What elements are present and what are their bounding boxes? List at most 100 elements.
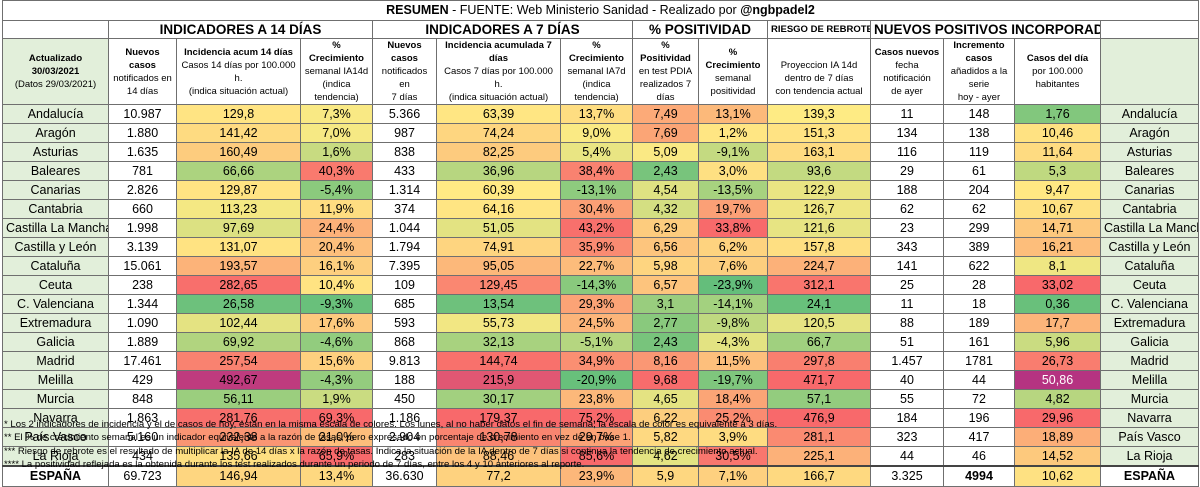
cell-col-12: 9,47 bbox=[1014, 180, 1101, 200]
cell-col-9: 163,1 bbox=[767, 142, 871, 162]
cell-col-8: -13,5% bbox=[698, 180, 768, 200]
column-header-6-line-1: % Crecimiento bbox=[569, 40, 624, 64]
cell-col-11: 61 bbox=[943, 161, 1015, 181]
cell-col-6: -13,1% bbox=[560, 180, 633, 200]
table-row: Extremadura 1.090 102,44 17,6% 593 55,73 24,5%… bbox=[2, 313, 1200, 333]
column-header-11-line-2: añadidos a la serie bbox=[950, 66, 1008, 90]
cell-col-7: 7,49 bbox=[632, 104, 699, 124]
cell-col-2: 26,58 bbox=[176, 294, 301, 314]
region-name: Cantabria bbox=[2, 199, 109, 219]
region-name: Extremadura bbox=[2, 313, 109, 333]
region-name-right: Baleares bbox=[1099, 161, 1200, 181]
cell-col-7: 9,68 bbox=[632, 370, 699, 390]
cell-col-2: 282,65 bbox=[176, 275, 301, 295]
cell-col-4: 7.395 bbox=[372, 256, 437, 276]
group-14-days: INDICADORES A 14 DÍAS bbox=[108, 20, 373, 39]
cell-col-2: 131,07 bbox=[176, 237, 301, 257]
table-row: Baleares 781 66,66 40,3% 433 36,96 38,4% 2,43 3,… bbox=[2, 161, 1200, 181]
cell-col-12: 10,46 bbox=[1014, 123, 1101, 143]
table-row: Cantabria 660 113,23 11,9% 374 64,16 30,4% 4,32… bbox=[2, 199, 1200, 219]
region-name-right: ESPAÑA bbox=[1099, 465, 1200, 487]
cell-col-1: 1.090 bbox=[108, 313, 177, 333]
table-row: Castilla La Mancha 1.998 97,69 24,4% 1.044 51… bbox=[2, 218, 1200, 238]
cell-col-10: 40 bbox=[870, 370, 944, 390]
cell-col-8: 30,5% bbox=[698, 446, 768, 467]
cell-col-8: 11,5% bbox=[698, 351, 768, 371]
cell-col-5: 51,05 bbox=[436, 218, 561, 238]
cell-col-12: 17,7 bbox=[1014, 313, 1101, 333]
cell-col-11: 18 bbox=[943, 294, 1015, 314]
region-name-right: País Vasco bbox=[1099, 427, 1200, 447]
cell-col-5: 36,96 bbox=[436, 161, 561, 181]
cell-col-8: 1,2% bbox=[698, 123, 768, 143]
cell-col-6: 38,4% bbox=[560, 161, 633, 181]
cell-col-4: 1.044 bbox=[372, 218, 437, 238]
region-name: País Vasco bbox=[2, 427, 109, 447]
cell-col-6: 22,7% bbox=[560, 256, 633, 276]
cell-col-1: 1.880 bbox=[108, 123, 177, 143]
cell-col-10: 44 bbox=[870, 446, 944, 467]
cell-col-8: 19,7% bbox=[698, 199, 768, 219]
column-header-4-line-3: 7 días bbox=[391, 92, 418, 103]
cell-col-10: 343 bbox=[870, 237, 944, 257]
table-row: País Vasco 5.160 232,38 21,0% 2.904 130,78 29,… bbox=[2, 427, 1200, 447]
column-header-11-line-1: Incremento casos bbox=[953, 40, 1005, 64]
cell-col-3: 15,6% bbox=[300, 351, 373, 371]
cell-col-7: 6,56 bbox=[632, 237, 699, 257]
cell-col-9: 93,6 bbox=[767, 161, 871, 181]
cell-col-8: -9,1% bbox=[698, 142, 768, 162]
region-name: Baleares bbox=[2, 161, 109, 181]
cell-col-1: 1.863 bbox=[108, 408, 177, 428]
cell-col-4: 868 bbox=[372, 332, 437, 352]
cell-col-4: 433 bbox=[372, 161, 437, 181]
column-header-2-line-1: Incidencia acum 14 días bbox=[184, 46, 293, 58]
column-header-9-line-4: con tendencia actual bbox=[775, 85, 863, 97]
cell-col-2: 97,69 bbox=[176, 218, 301, 238]
cell-col-9: 66,7 bbox=[767, 332, 871, 352]
cell-col-11: 189 bbox=[943, 313, 1015, 333]
cell-col-1: 1.889 bbox=[108, 332, 177, 352]
region-name: Cataluña bbox=[2, 256, 109, 276]
cell-col-9: 24,1 bbox=[767, 294, 871, 314]
cell-col-7: 8,16 bbox=[632, 351, 699, 371]
region-name: Ceuta bbox=[2, 275, 109, 295]
cell-col-9: 471,7 bbox=[767, 370, 871, 390]
column-header-10-line-3: de ayer bbox=[891, 85, 923, 97]
cell-col-4: 1.794 bbox=[372, 237, 437, 257]
cell-col-9: 122,9 bbox=[767, 180, 871, 200]
cell-col-6: 29,7% bbox=[560, 427, 633, 447]
cell-col-10: 88 bbox=[870, 313, 944, 333]
cell-col-5: 129,45 bbox=[436, 275, 561, 295]
cell-col-8: 18,4% bbox=[698, 389, 768, 409]
column-header-7: % Positividad en test PDIA realizados 7 dí… bbox=[632, 38, 699, 105]
cell-col-7: 6,57 bbox=[632, 275, 699, 295]
column-header-1: Nuevos casos notificados en 14 días bbox=[108, 38, 177, 105]
cell-col-10: 29 bbox=[870, 161, 944, 181]
column-header-5-line-2: Casos 7 días por 100.000 h. bbox=[444, 66, 553, 90]
cell-col-12: 10,62 bbox=[1014, 465, 1101, 487]
region-name: Andalucía bbox=[2, 104, 109, 124]
cell-col-9: 57,1 bbox=[767, 389, 871, 409]
column-header-9-line-3: dentro de 7 días bbox=[784, 72, 854, 84]
cell-col-8: 3,0% bbox=[698, 161, 768, 181]
cell-col-4: 450 bbox=[372, 389, 437, 409]
region-name: Aragón bbox=[2, 123, 109, 143]
column-header-1-line-1: Nuevos casos bbox=[125, 46, 160, 71]
column-header-1-line-2: notificados en bbox=[113, 72, 172, 84]
cell-col-9: 157,8 bbox=[767, 237, 871, 257]
column-header-9-line-2: Proyeccion IA 14d bbox=[780, 59, 858, 71]
cell-col-2: 193,57 bbox=[176, 256, 301, 276]
table-row: Navarra 1.863 281,76 69,3% 1.186 179,37 75,2% 6… bbox=[2, 408, 1200, 428]
cell-col-8: -14,1% bbox=[698, 294, 768, 314]
cell-col-2: 257,54 bbox=[176, 351, 301, 371]
cell-col-6: 34,9% bbox=[560, 351, 633, 371]
region-name-right: Madrid bbox=[1099, 351, 1200, 371]
title-source: - FUENTE: Web Ministerio Sanidad - Reali… bbox=[448, 3, 741, 17]
cell-col-6: 23,9% bbox=[560, 465, 633, 487]
cell-col-9: 151,3 bbox=[767, 123, 871, 143]
cell-col-3: 1,9% bbox=[300, 389, 373, 409]
cell-col-11: 622 bbox=[943, 256, 1015, 276]
cell-col-7: 5,98 bbox=[632, 256, 699, 276]
cell-col-3: 21,0% bbox=[300, 427, 373, 447]
